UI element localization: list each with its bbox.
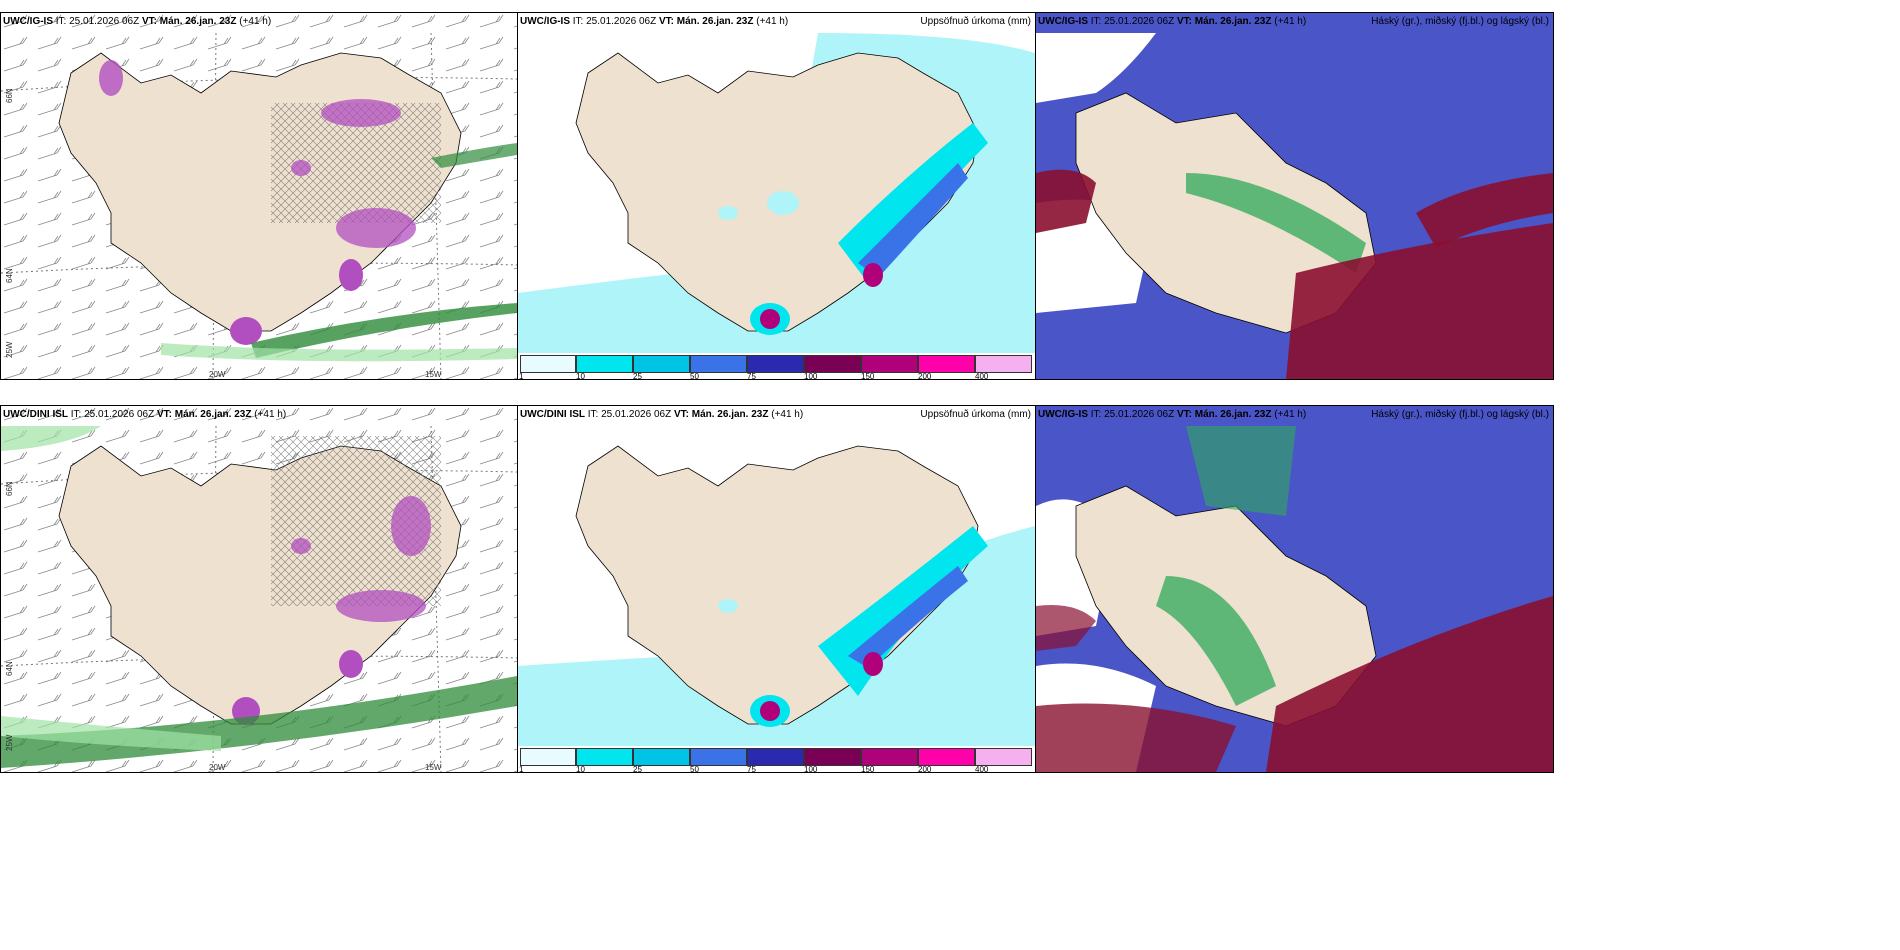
map-clouds-top — [1036, 13, 1553, 379]
legend-swatch — [520, 748, 576, 766]
panel-bottom-right-cloud-cover: UWC/IG-IS IT: 25.01.2026 06Z VT: Mán. 26… — [1035, 405, 1554, 773]
legend-label: 400 — [975, 765, 989, 773]
legend-label: 50 — [690, 765, 699, 773]
legend-label: 150 — [861, 372, 875, 380]
lon-label-15w: 15W — [425, 370, 442, 379]
precip-legend — [520, 748, 1032, 766]
lat-label-66n: 66N — [5, 88, 14, 103]
legend-label: 75 — [747, 765, 756, 773]
panel-title: UWC/IG-IS IT: 25.01.2026 06Z VT: Mán. 26… — [3, 16, 272, 27]
lat-label-64n: 64N — [5, 268, 14, 283]
map-wind-barbs-top — [1, 13, 517, 379]
panel-title: UWC/DINI ISL IT: 25.01.2026 06Z VT: Mán.… — [520, 409, 804, 420]
map-wind-barbs-bottom — [1, 406, 517, 772]
legend-swatch — [633, 748, 690, 766]
legend-label: 1 — [519, 765, 524, 773]
legend-label: 10 — [576, 765, 585, 773]
legend-swatch — [747, 748, 804, 766]
field-title: Uppsöfnuð úrkoma (mm) — [920, 16, 1031, 27]
legend-swatch — [690, 748, 747, 766]
lon-label-15w: 15W — [425, 763, 442, 772]
legend-swatch — [975, 355, 1032, 373]
panel-title: UWC/DINI ISL IT: 25.01.2026 06Z VT: Mán.… — [3, 409, 287, 420]
panel-bottom-middle-accumulated-precip: UWC/DINI ISL IT: 25.01.2026 06Z VT: Mán.… — [517, 405, 1036, 773]
legend-swatch — [520, 355, 576, 373]
legend-label: 150 — [861, 765, 875, 773]
lat-label-66n: 66N — [5, 481, 14, 496]
lon-label-20w: 20W — [209, 763, 226, 772]
panel-top-middle-accumulated-precip: UWC/IG-IS IT: 25.01.2026 06Z VT: Mán. 26… — [517, 12, 1036, 380]
legend-swatch — [861, 748, 918, 766]
legend-swatch — [861, 355, 918, 373]
legend-label: 50 — [690, 372, 699, 380]
panel-title: UWC/IG-IS IT: 25.01.2026 06Z VT: Mán. 26… — [1038, 409, 1307, 420]
legend-swatch — [918, 748, 975, 766]
legend-label: 200 — [918, 765, 932, 773]
lat-label-64n: 64N — [5, 661, 14, 676]
map-clouds-bottom — [1036, 406, 1553, 772]
field-title: Uppsöfnuð úrkoma (mm) — [920, 409, 1031, 420]
legend-label: 400 — [975, 372, 989, 380]
panel-title: UWC/IG-IS IT: 25.01.2026 06Z VT: Mán. 26… — [1038, 16, 1307, 27]
panel-top-right-cloud-cover: UWC/IG-IS IT: 25.01.2026 06Z VT: Mán. 26… — [1035, 12, 1554, 380]
legend-swatch — [576, 748, 633, 766]
legend-swatch — [747, 355, 804, 373]
legend-swatch — [690, 355, 747, 373]
legend-swatch — [804, 748, 861, 766]
legend-label: 100 — [804, 765, 818, 773]
legend-swatch — [576, 355, 633, 373]
lon-label-20w: 20W — [209, 370, 226, 379]
legend-label: 200 — [918, 372, 932, 380]
panel-title: UWC/IG-IS IT: 25.01.2026 06Z VT: Mán. 26… — [520, 16, 789, 27]
legend-swatch — [975, 748, 1032, 766]
lat-label-25w: 25W — [5, 341, 14, 358]
legend-label: 10 — [576, 372, 585, 380]
legend-swatch — [633, 355, 690, 373]
precip-legend — [520, 355, 1032, 373]
field-title: Háský (gr.), miðský (fj.bl.) og lágský (… — [1371, 409, 1549, 420]
lat-label-25w: 25W — [5, 734, 14, 751]
legend-swatch — [804, 355, 861, 373]
panel-bottom-left-wind-precip: UWC/DINI ISL IT: 25.01.2026 06Z VT: Mán.… — [0, 405, 518, 773]
legend-label: 100 — [804, 372, 818, 380]
legend-label: 25 — [633, 765, 642, 773]
map-precip-top — [518, 13, 1035, 379]
field-title: Háský (gr.), miðský (fj.bl.) og lágský (… — [1371, 16, 1549, 27]
map-precip-bottom — [518, 406, 1035, 772]
panel-top-left-wind-precip: UWC/IG-IS IT: 25.01.2026 06Z VT: Mán. 26… — [0, 12, 518, 380]
legend-label: 1 — [519, 372, 524, 380]
legend-label: 75 — [747, 372, 756, 380]
legend-swatch — [918, 355, 975, 373]
legend-label: 25 — [633, 372, 642, 380]
